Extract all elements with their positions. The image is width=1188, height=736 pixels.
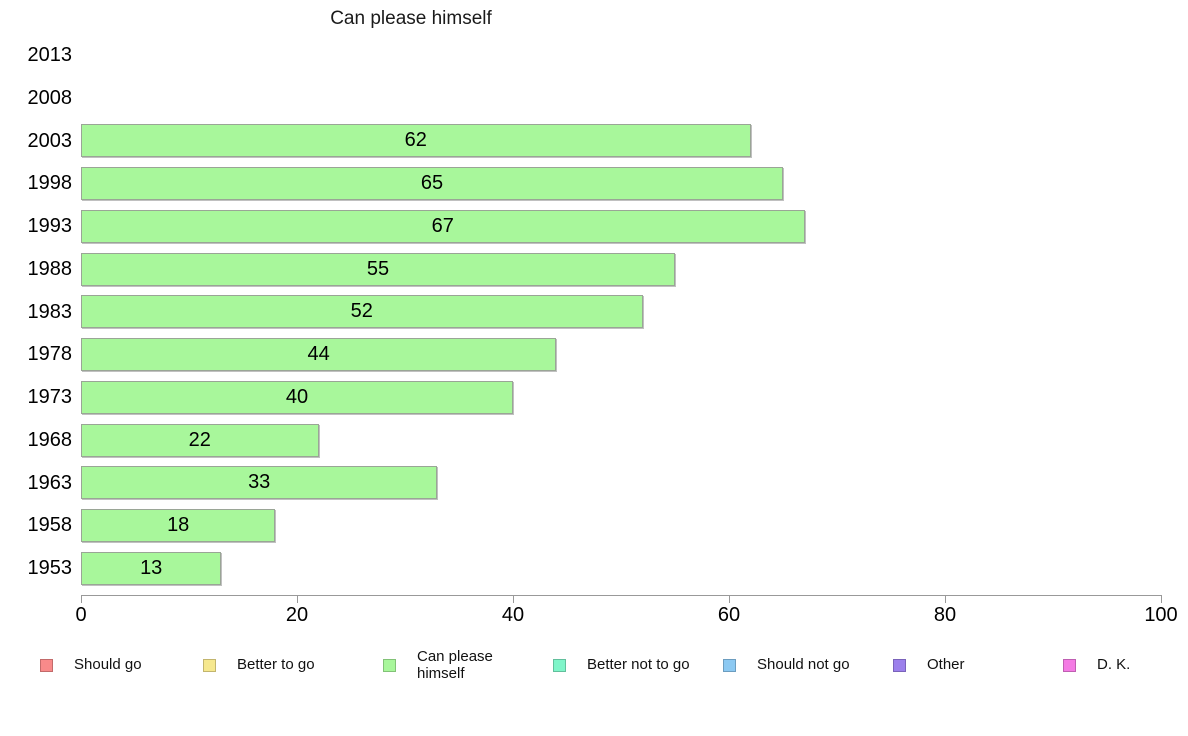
legend-item: Should not go xyxy=(723,645,850,685)
x-axis-tick xyxy=(297,595,298,603)
legend-label: Better not to go xyxy=(587,656,690,674)
x-axis-tick xyxy=(945,595,946,603)
y-axis-tick-label: 2003 xyxy=(27,129,73,152)
bar: 52 xyxy=(81,295,643,329)
bar-value-label: 62 xyxy=(404,129,427,152)
x-axis-tick-label: 100 xyxy=(1144,604,1178,626)
legend-label: D. K. xyxy=(1097,656,1131,674)
bar-value-label: 55 xyxy=(366,257,390,280)
bar-value-label: 40 xyxy=(285,385,309,408)
y-axis-tick-label: 1968 xyxy=(27,428,73,451)
x-axis-tick xyxy=(1161,595,1162,603)
legend-swatch-icon xyxy=(723,658,736,672)
legend-swatch-icon xyxy=(893,658,906,672)
legend-item: Better to go xyxy=(203,645,315,685)
y-axis-tick-label: 1983 xyxy=(27,300,73,323)
legend-item: D. K. xyxy=(1063,645,1130,685)
legend-item: Other xyxy=(893,645,965,685)
bar-chart: 2013 2008 2003 62 1998 65 1993 67 1988 55 1983 52 19… xyxy=(27,44,1178,626)
legend-label: Other xyxy=(927,656,965,674)
y-axis-tick-label: 1993 xyxy=(27,215,73,237)
bar-value-label: 13 xyxy=(140,556,163,579)
y-axis-tick-label: 2008 xyxy=(27,86,73,109)
x-axis-tick-label: 0 xyxy=(75,604,87,626)
legend-item: Should go xyxy=(40,645,142,685)
x-axis-tick xyxy=(513,595,514,603)
legend-swatch-icon xyxy=(40,658,53,672)
x-axis-tick-label: 80 xyxy=(933,604,957,626)
bar: 55 xyxy=(81,252,675,286)
bar-value-label: 44 xyxy=(307,343,330,366)
legend-swatch-icon xyxy=(1063,658,1076,672)
legend-swatch-icon xyxy=(383,658,396,672)
legend-label: Better to go xyxy=(237,656,315,674)
bar: 33 xyxy=(81,466,438,500)
bar: 44 xyxy=(81,338,557,372)
bar-value-label: 52 xyxy=(350,300,373,323)
bar: 67 xyxy=(81,209,805,243)
legend-swatch-icon xyxy=(553,658,566,672)
bar: 13 xyxy=(81,551,222,585)
bar: 62 xyxy=(81,124,751,158)
x-axis-tick-label: 20 xyxy=(285,604,309,626)
legend-swatch-icon xyxy=(203,658,216,672)
bar-value-label: 18 xyxy=(167,514,190,537)
y-axis-tick-label: 2013 xyxy=(27,44,73,66)
bar-value-label: 65 xyxy=(420,172,444,195)
y-axis-tick-label: 1978 xyxy=(27,343,73,366)
bar-value-label: 33 xyxy=(248,471,271,494)
y-axis-tick-label: 1998 xyxy=(27,172,73,195)
legend-item: Can please himself xyxy=(383,645,512,685)
y-axis-tick-label: 1958 xyxy=(27,514,73,537)
legend-label: Should go xyxy=(74,656,142,674)
legend-label: Can please himself xyxy=(417,647,493,682)
x-axis-tick-label: 60 xyxy=(717,604,741,626)
chart-title: Can please himself xyxy=(330,8,492,29)
bar-value-label: 22 xyxy=(188,428,211,451)
x-axis-tick xyxy=(729,595,730,603)
x-axis-tick xyxy=(81,595,82,603)
y-axis-tick-label: 1963 xyxy=(27,471,73,494)
bar: 40 xyxy=(81,380,513,414)
x-axis-line xyxy=(81,595,1162,596)
x-axis-tick-label: 40 xyxy=(501,604,525,626)
legend-label: Should not go xyxy=(757,656,850,674)
y-axis-tick-label: 1973 xyxy=(27,386,73,408)
bar: 22 xyxy=(81,423,319,457)
bar: 18 xyxy=(81,509,276,543)
y-axis-tick-label: 1988 xyxy=(27,257,73,280)
bar: 65 xyxy=(81,167,783,201)
legend-item: Better not to go xyxy=(553,645,690,685)
y-axis-tick-label: 1953 xyxy=(27,557,73,579)
bar-value-label: 67 xyxy=(431,214,454,237)
